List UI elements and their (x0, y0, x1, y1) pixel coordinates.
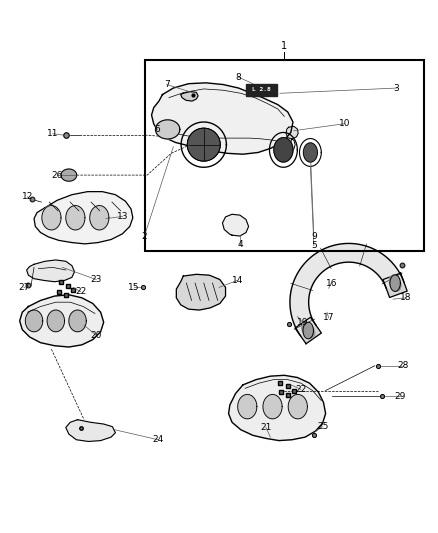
Text: 5: 5 (311, 241, 317, 250)
Text: 27: 27 (18, 283, 30, 292)
Text: 23: 23 (91, 275, 102, 284)
Text: 8: 8 (236, 72, 241, 82)
Text: 18: 18 (400, 293, 412, 302)
Ellipse shape (66, 206, 85, 230)
Ellipse shape (274, 138, 293, 162)
Text: 29: 29 (394, 392, 405, 401)
Text: 20: 20 (91, 331, 102, 340)
Ellipse shape (238, 394, 257, 419)
Polygon shape (383, 273, 407, 297)
Polygon shape (286, 126, 298, 139)
Ellipse shape (389, 275, 401, 291)
Text: 25: 25 (317, 422, 328, 431)
Text: 13: 13 (117, 212, 128, 221)
Ellipse shape (90, 206, 109, 230)
Ellipse shape (288, 394, 307, 419)
Polygon shape (181, 92, 198, 101)
Text: L 2.8: L 2.8 (252, 87, 271, 92)
Polygon shape (152, 83, 293, 154)
Text: 14: 14 (232, 276, 243, 285)
Polygon shape (27, 260, 74, 282)
Text: 16: 16 (325, 279, 337, 287)
Polygon shape (66, 419, 116, 441)
Text: 6: 6 (154, 125, 160, 134)
Polygon shape (229, 375, 325, 441)
Text: 21: 21 (260, 423, 272, 432)
Polygon shape (295, 317, 321, 344)
Text: 4: 4 (237, 240, 243, 249)
Text: 12: 12 (22, 192, 33, 201)
Ellipse shape (25, 310, 43, 332)
Text: 24: 24 (152, 435, 164, 444)
Text: 3: 3 (394, 84, 399, 93)
Polygon shape (34, 192, 133, 244)
Text: 10: 10 (339, 119, 350, 128)
Ellipse shape (263, 394, 282, 419)
Bar (246, 84, 277, 96)
Text: 9: 9 (311, 231, 317, 240)
Ellipse shape (155, 120, 180, 139)
Text: 2: 2 (141, 232, 147, 241)
Text: 22: 22 (295, 385, 307, 394)
Text: 17: 17 (323, 313, 335, 322)
Text: 19: 19 (297, 318, 308, 327)
Ellipse shape (302, 323, 315, 338)
Text: 28: 28 (397, 361, 408, 370)
Text: 11: 11 (47, 130, 59, 138)
Ellipse shape (42, 206, 61, 230)
Text: 1: 1 (281, 41, 287, 51)
Polygon shape (290, 244, 404, 336)
Text: 15: 15 (128, 283, 140, 292)
Circle shape (187, 128, 220, 161)
Text: 26: 26 (51, 171, 63, 180)
Ellipse shape (69, 310, 86, 332)
Ellipse shape (61, 169, 77, 181)
Text: 22: 22 (75, 287, 86, 296)
Text: 7: 7 (164, 80, 170, 89)
Ellipse shape (304, 143, 318, 162)
Polygon shape (20, 295, 104, 347)
Ellipse shape (47, 310, 64, 332)
Polygon shape (177, 274, 226, 310)
Polygon shape (223, 214, 249, 236)
Bar (145, 60, 424, 251)
